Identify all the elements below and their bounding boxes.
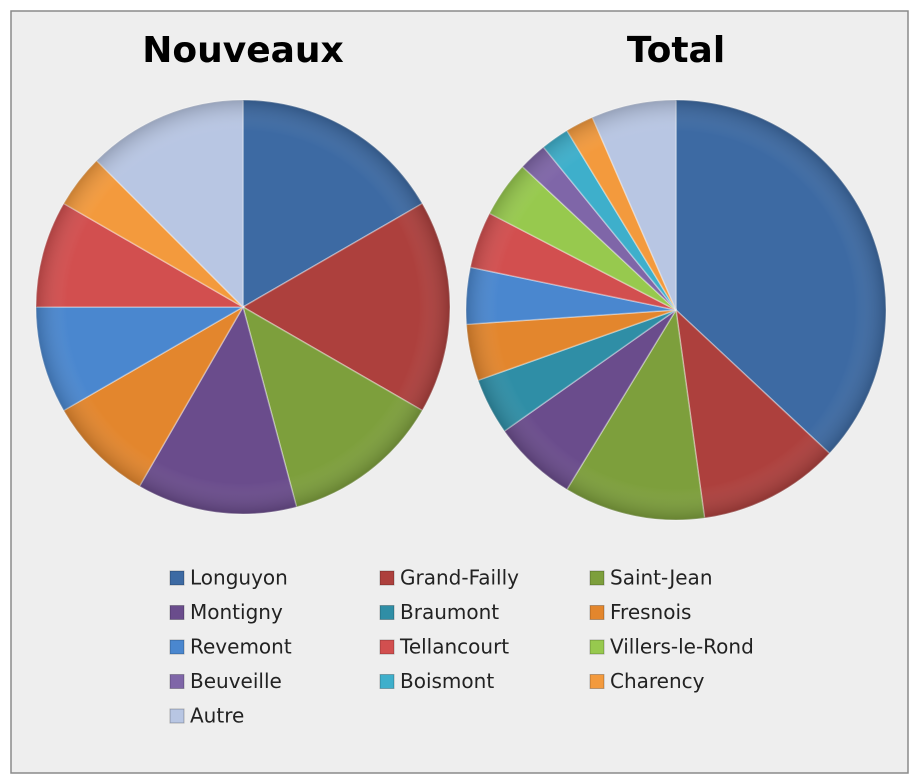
legend-label: Beuveille [190, 669, 282, 693]
legend-swatch [379, 570, 395, 586]
legend-label: Charency [610, 669, 705, 693]
legend-swatch [589, 570, 605, 586]
legend-swatch [379, 639, 395, 655]
pie-title: Nouveaux [142, 30, 344, 71]
legend-label: Villers-le-Rond [610, 635, 754, 659]
legend-label: Longuyon [190, 566, 288, 590]
legend-label: Autre [190, 704, 244, 728]
legend-swatch [589, 674, 605, 689]
legend-swatch [589, 639, 605, 655]
legend-label: Grand-Failly [400, 566, 519, 590]
legend-label: Revemont [190, 635, 292, 659]
legend-label: Montigny [190, 600, 283, 624]
pie-title: Total [627, 30, 725, 71]
legend-swatch [169, 674, 185, 689]
legend-label: Saint-Jean [610, 566, 713, 590]
legend-swatch [379, 674, 395, 689]
legend-label: Boismont [400, 669, 494, 693]
legend-label: Braumont [400, 600, 499, 624]
legend-swatch [169, 570, 185, 586]
legend-swatch [379, 605, 395, 620]
legend-swatch [169, 605, 185, 620]
legend-swatch [169, 639, 185, 655]
legend-swatch [589, 605, 605, 620]
legend-swatch [169, 708, 185, 724]
legend-label: Tellancourt [399, 635, 509, 659]
legend-label: Fresnois [610, 600, 691, 624]
